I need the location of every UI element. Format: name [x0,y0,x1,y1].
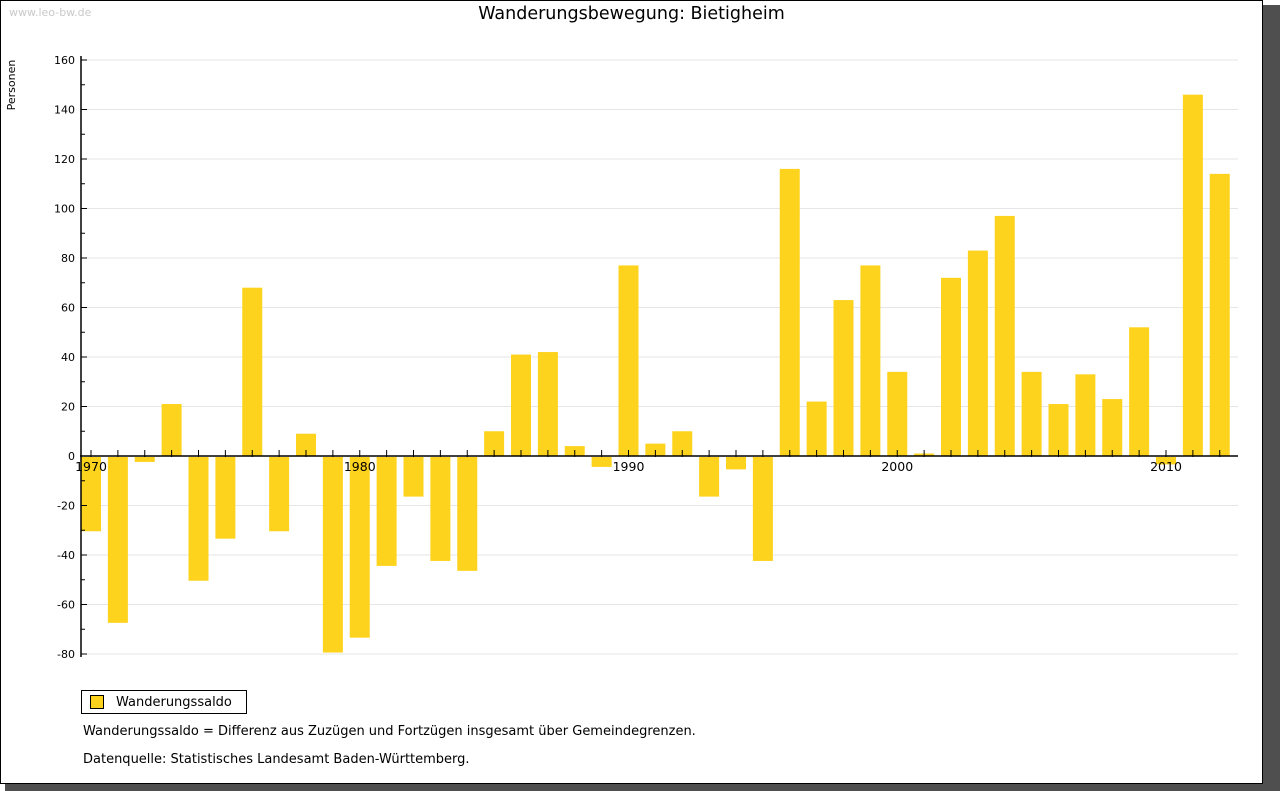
bar-1993 [699,457,720,497]
y-tick-label: -60 [57,599,75,612]
watermark-text: www.leo-bw.de [9,6,92,19]
chart-page: www.leo-bw.de Wanderungsbewegung: Bietig… [0,0,1263,784]
y-tick-label: 120 [54,153,75,166]
bar-2008 [1102,399,1123,456]
bar-1986 [511,354,531,456]
legend-box: Wanderungssaldo [81,690,247,714]
chart-title: Wanderungsbewegung: Bietigheim [478,4,785,24]
bar-chart: -80 -60 -40 -20 0 20 40 60 80 100 120 140 160 1970 198… [54,54,1238,661]
bar-2003 [967,250,988,456]
footnote-source: Datenquelle: Statistisches Landesamt Bad… [83,752,470,767]
y-tick-label: 80 [61,252,75,265]
bar-1983 [430,457,451,561]
y-tick-label: 40 [61,351,75,364]
bar-1982 [403,457,424,497]
legend-swatch-icon [90,695,104,709]
y-tick-label: -20 [57,500,75,513]
x-tick-label: 1970 [75,459,107,474]
bar-2011 [1182,94,1203,457]
x-tick-label: 2010 [1150,459,1182,474]
bar-1989 [591,457,612,467]
x-tick-label: 2000 [881,459,913,474]
bar-2009 [1129,327,1150,456]
bar-2006 [1048,404,1069,456]
bar-1977 [269,457,290,532]
bar-2007 [1075,374,1096,456]
bar-1999 [860,265,881,456]
footnotes: Wanderungssaldo = Differenz aus Zuzügen … [83,724,696,780]
bar-1979 [322,457,343,653]
y-tick-label: 20 [61,401,75,414]
bar-1996 [779,168,800,456]
bar-2000 [887,371,908,456]
bar-1997 [806,401,827,456]
bar-1970 [81,457,101,532]
x-tick-label: 1980 [344,459,376,474]
bar-1990 [618,265,639,456]
bar-1985 [484,431,505,456]
bar-1998 [833,300,854,456]
bar-2004 [994,215,1015,456]
bar-1975 [215,457,236,539]
bar-1980 [349,457,370,638]
bar-1974 [188,457,209,581]
bar-2005 [1021,371,1042,456]
legend-label: Wanderungssaldo [116,694,232,710]
y-tick-label: 140 [54,104,75,117]
y-tick-label: -40 [57,549,75,562]
y-tick-label: -80 [57,648,75,661]
bar-1987 [537,352,558,456]
y-tick-label: 0 [68,450,75,463]
bar-1995 [752,457,773,561]
bar-2012 [1209,173,1230,456]
bar-1978 [296,433,316,456]
x-tick-label: 1990 [613,459,645,474]
bar-1984 [457,457,478,571]
bar-1973 [161,404,182,456]
bar-1994 [726,457,746,470]
footnote-definition: Wanderungssaldo = Differenz aus Zuzügen … [83,724,696,739]
y-tick-label: 100 [54,203,75,216]
bar-2002 [941,277,961,456]
bar-1981 [376,457,397,566]
y-tick-label: 60 [61,302,75,315]
bar-1971 [107,457,128,623]
bar-1976 [242,287,263,456]
bar-2010 [1156,457,1176,465]
bar-1992 [672,431,693,456]
y-tick-label: 160 [54,54,75,67]
bar-1991 [645,443,666,456]
bar-1972 [134,457,155,462]
